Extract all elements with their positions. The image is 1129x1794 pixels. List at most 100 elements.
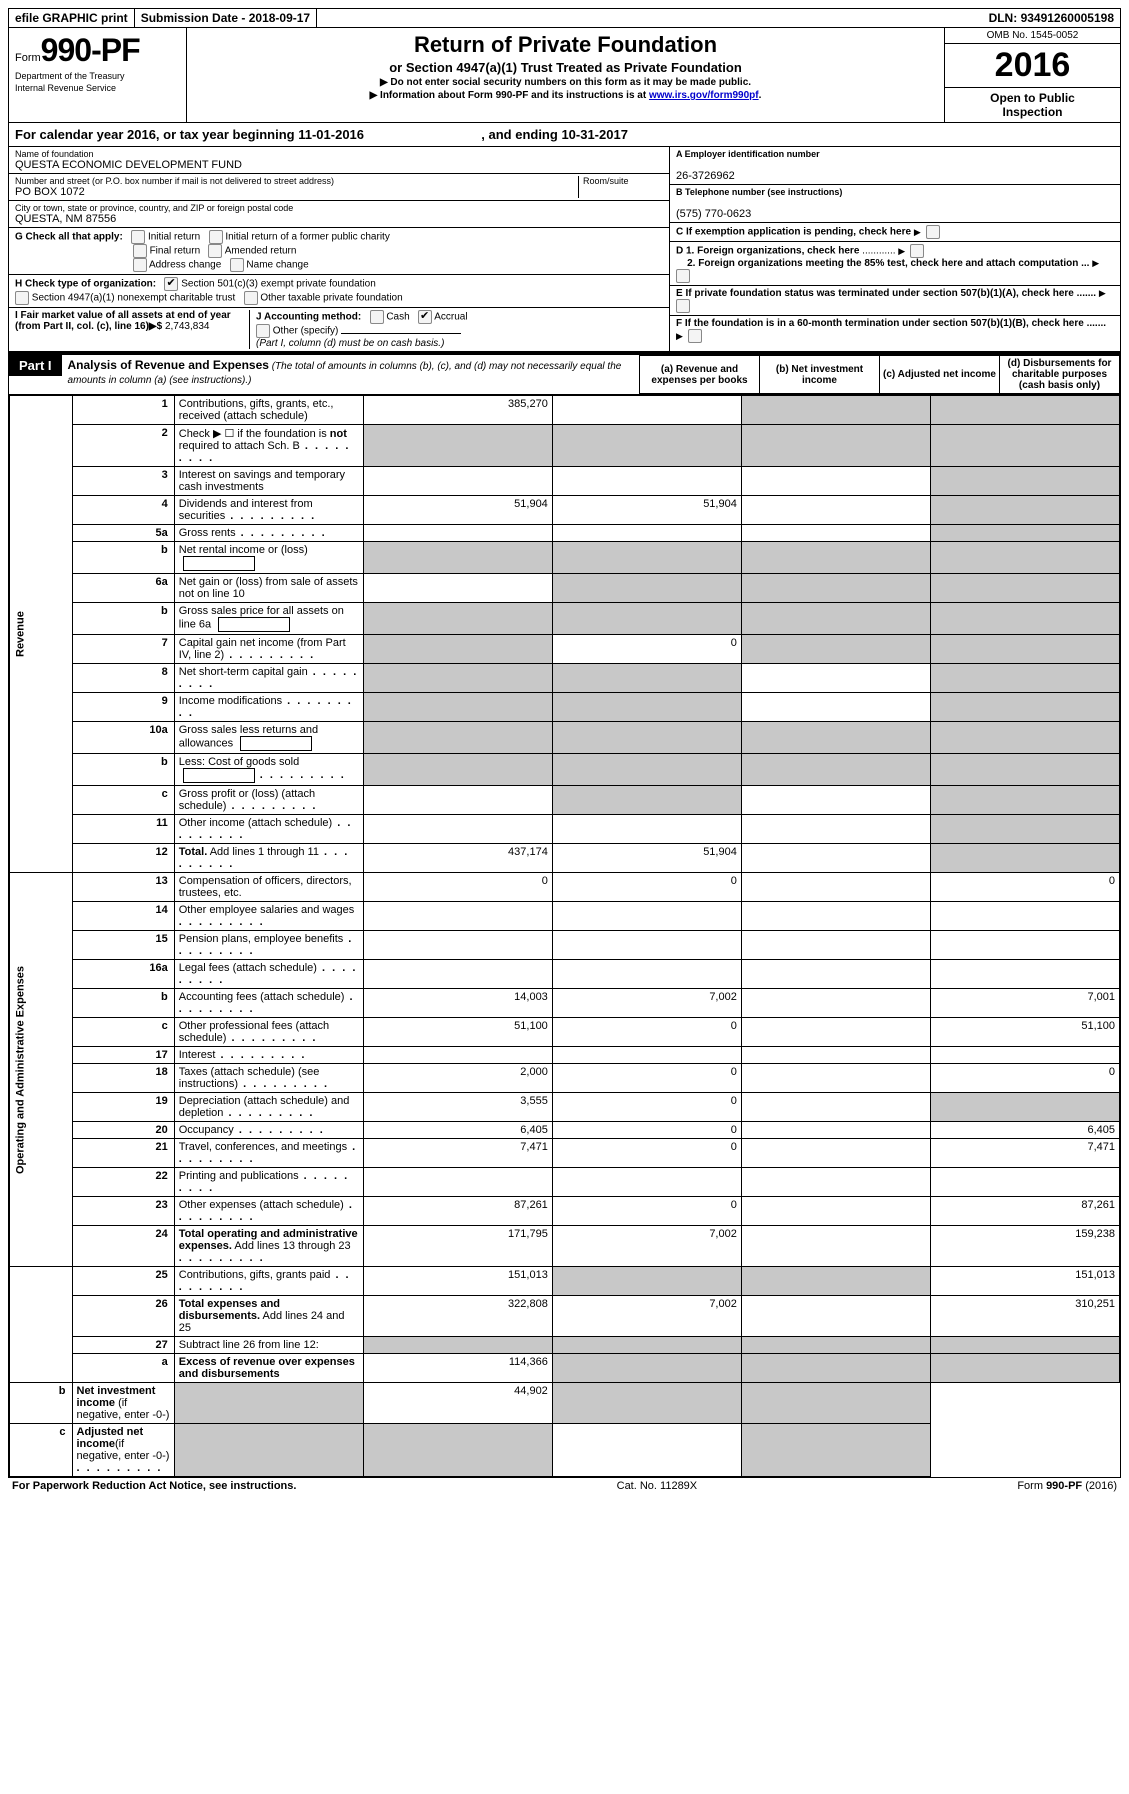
table-row: 11Other income (attach schedule) (10, 815, 1120, 844)
cell-value (363, 525, 552, 542)
table-row: 20Occupancy6,40506,405 (10, 1122, 1120, 1139)
table-row: 9Income modifications (10, 693, 1120, 722)
table-row: Operating and Administrative Expenses13C… (10, 873, 1120, 902)
line-desc: Depreciation (attach schedule) and deple… (174, 1093, 363, 1122)
revenue-side-label: Revenue (10, 396, 73, 873)
line-number: 27 (72, 1337, 174, 1354)
line-desc: Occupancy (174, 1122, 363, 1139)
checkbox-address-change[interactable] (133, 258, 147, 272)
checkbox-cash[interactable] (370, 310, 384, 324)
table-row: 23Other expenses (attach schedule)87,261… (10, 1197, 1120, 1226)
line-desc: Excess of revenue over expenses and disb… (174, 1354, 363, 1383)
identity-block: Name of foundation QUESTA ECONOMIC DEVEL… (9, 147, 1120, 352)
line-desc: Total operating and administrative expen… (174, 1226, 363, 1267)
checkbox-other-taxable[interactable] (244, 291, 258, 305)
line-number: 25 (72, 1267, 174, 1296)
h-check-row: H Check type of organization: Section 50… (9, 275, 669, 308)
cell-grey (363, 1424, 552, 1477)
cell-grey (930, 496, 1119, 525)
checkbox-e[interactable] (676, 299, 690, 313)
form-note-2: ▶ Information about Form 990-PF and its … (193, 90, 938, 101)
col-b-header: (b) Net investment income (760, 356, 880, 394)
cell-value (552, 902, 741, 931)
cell-value (741, 786, 930, 815)
cell-grey (363, 542, 552, 574)
cell-grey (741, 1354, 930, 1383)
checkbox-f[interactable] (688, 329, 702, 343)
checkbox-501c3[interactable] (164, 277, 178, 291)
checkbox-amended-return[interactable] (208, 244, 222, 258)
cell-grey (930, 635, 1119, 664)
checkbox-accrual[interactable] (418, 310, 432, 324)
cell-value: 171,795 (363, 1226, 552, 1267)
submission-date: Submission Date - 2018-09-17 (135, 9, 317, 27)
cell-value (363, 1168, 552, 1197)
line-desc: Gross sales price for all assets on line… (174, 603, 363, 635)
line-number: 5a (72, 525, 174, 542)
cell-value (363, 931, 552, 960)
line-number: 18 (72, 1064, 174, 1093)
line-desc: Net investment income (if negative, ente… (72, 1383, 174, 1424)
cell-value (741, 1047, 930, 1064)
line-desc: Gross rents (174, 525, 363, 542)
checkbox-d2[interactable] (676, 269, 690, 283)
line-desc: Other income (attach schedule) (174, 815, 363, 844)
cell-value: 114,366 (363, 1354, 552, 1383)
cell-value (741, 1122, 930, 1139)
checkbox-initial-return[interactable] (131, 230, 145, 244)
cell-value (741, 1064, 930, 1093)
checkbox-c[interactable] (926, 225, 940, 239)
table-row: 18Taxes (attach schedule) (see instructi… (10, 1064, 1120, 1093)
cell-grey (552, 1267, 741, 1296)
table-row: 19Depreciation (attach schedule) and dep… (10, 1093, 1120, 1122)
cell-grey (930, 467, 1119, 496)
line-number: b (72, 989, 174, 1018)
cell-grey (363, 1337, 552, 1354)
part-1-table: Revenue1Contributions, gifts, grants, et… (9, 395, 1120, 1477)
calendar-year-row: For calendar year 2016, or tax year begi… (9, 123, 1120, 147)
cell-grey (363, 722, 552, 754)
table-row: 21Travel, conferences, and meetings7,471… (10, 1139, 1120, 1168)
col-c-header: (c) Adjusted net income (880, 356, 1000, 394)
cell-grey (930, 664, 1119, 693)
cell-value (552, 1047, 741, 1064)
cell-value: 51,904 (363, 496, 552, 525)
cell-value (363, 902, 552, 931)
cell-value: 7,471 (363, 1139, 552, 1168)
cell-value (741, 1139, 930, 1168)
cell-grey (552, 693, 741, 722)
line-number: 16a (72, 960, 174, 989)
checkbox-other-method[interactable] (256, 324, 270, 338)
line-number: 12 (72, 844, 174, 873)
cell-value (363, 467, 552, 496)
cell-value (741, 496, 930, 525)
cell-grey (174, 1424, 363, 1477)
instructions-link[interactable]: www.irs.gov/form990pf (649, 90, 759, 101)
cell-value (552, 1424, 741, 1477)
line-number: 6a (72, 574, 174, 603)
line-number: b (72, 754, 174, 786)
cell-grey (552, 1354, 741, 1383)
line-desc: Contributions, gifts, grants, etc., rece… (174, 396, 363, 425)
form-title: Return of Private Foundation (193, 32, 938, 58)
checkbox-name-change[interactable] (230, 258, 244, 272)
cell-value (741, 873, 930, 902)
cell-value: 0 (552, 1018, 741, 1047)
cell-value (741, 1197, 930, 1226)
table-row: cAdjusted net income(if negative, enter … (10, 1424, 1120, 1477)
cell-value (741, 815, 930, 844)
cell-value (741, 1168, 930, 1197)
line-number: b (72, 603, 174, 635)
checkbox-d1[interactable] (910, 244, 924, 258)
checkbox-final-return[interactable] (133, 244, 147, 258)
cell-value (552, 1168, 741, 1197)
line-number: 13 (72, 873, 174, 902)
checkbox-4947a1[interactable] (15, 291, 29, 305)
cell-value (741, 844, 930, 873)
form-title-block: Return of Private Foundation or Section … (187, 28, 944, 122)
cell-value (552, 815, 741, 844)
checkbox-initial-return-former[interactable] (209, 230, 223, 244)
line-desc: Check ▶ ☐ if the foundation is not requi… (174, 425, 363, 467)
cell-grey (174, 1383, 363, 1424)
line-number: 19 (72, 1093, 174, 1122)
